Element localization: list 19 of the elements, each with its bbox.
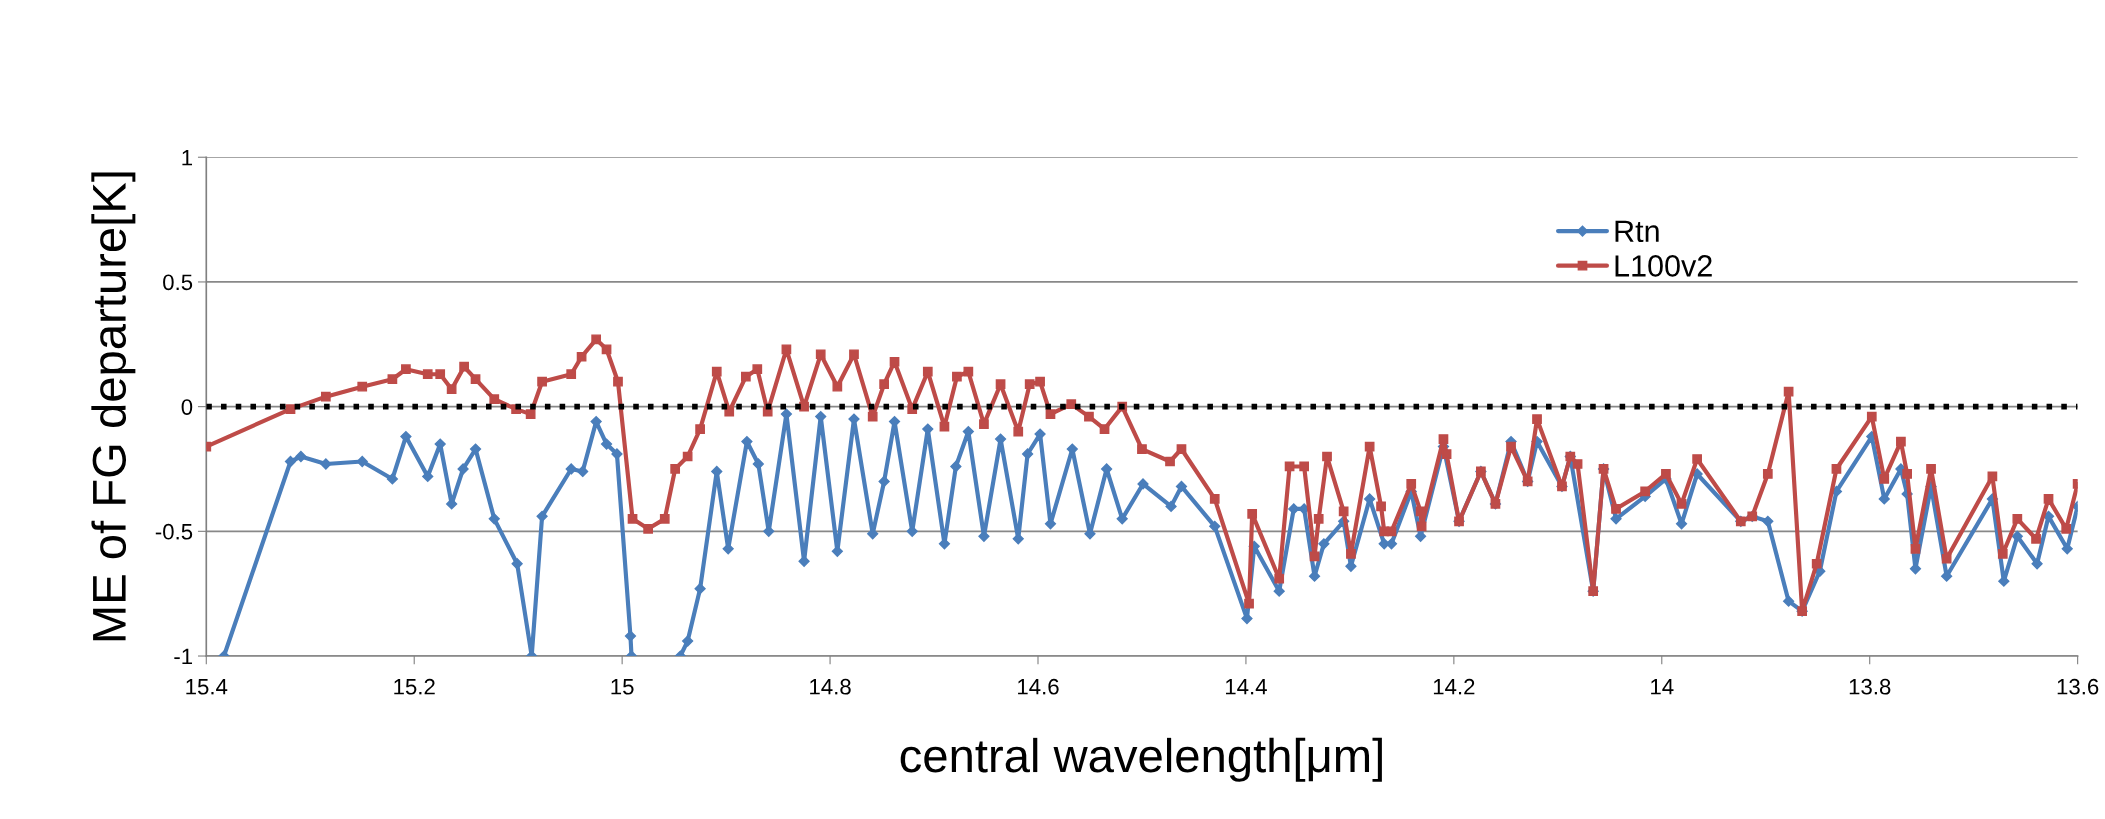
x-tick-label: 14.6 — [1018, 678, 1059, 695]
x-tick-label: 14.8 — [810, 678, 851, 695]
y-tick-label: -1 — [174, 648, 193, 665]
y-tick-label: 0 — [181, 399, 193, 415]
x-tick-label: 14.4 — [1226, 679, 1267, 695]
y-tick-label: 1 — [182, 150, 193, 166]
x-tick-label: 14 — [1651, 679, 1674, 695]
x-tick-label: 15 — [611, 679, 634, 695]
y-tick-label: -0.5 — [155, 523, 193, 540]
y-tick-label: 0.5 — [163, 274, 193, 291]
x-tick-label: 14.2 — [1433, 678, 1475, 695]
x-tick-label: 15.2 — [394, 678, 435, 695]
legend-label: L100v2 — [1615, 255, 1712, 277]
legend-label: Rtn — [1615, 220, 1659, 243]
x-tick-label: 13.8 — [1849, 678, 1891, 695]
x-tick-label: 15.4 — [186, 679, 228, 695]
y-axis-title: ME of FG departure[K] — [91, 172, 136, 641]
x-tick-label: 13.6 — [2057, 678, 2099, 695]
x-axis-title: central wavelength[μm] — [900, 737, 1382, 782]
